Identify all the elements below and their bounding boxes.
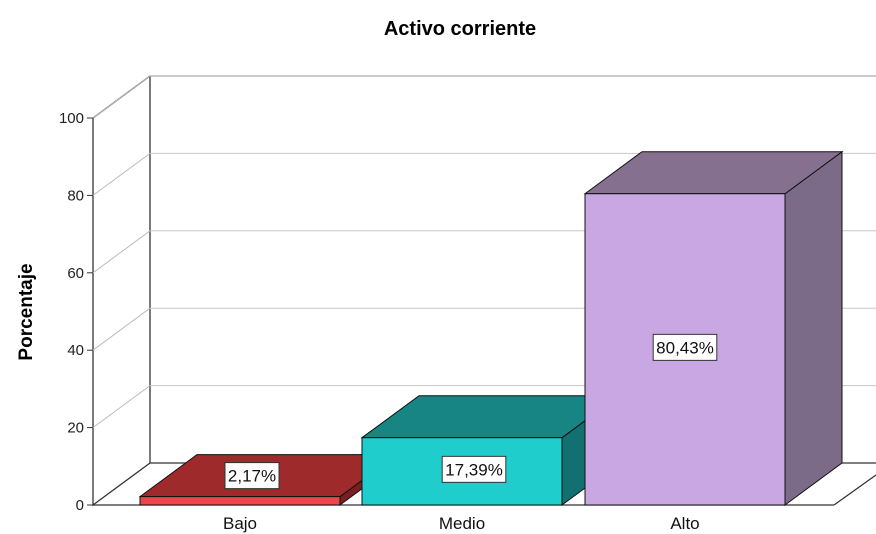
gridline-diag	[92, 385, 151, 429]
y-tick-label: 60	[67, 265, 84, 282]
gridline-diag	[92, 230, 151, 274]
y-tick-label: 80	[67, 187, 84, 204]
gridline-diag	[92, 152, 151, 196]
bars	[138, 150, 844, 506]
bar-front-face	[139, 496, 341, 506]
y-tick-label: 20	[67, 420, 84, 437]
y-axis-label: Porcentaje	[16, 263, 37, 360]
y-tick-label: 40	[67, 342, 84, 359]
category-label: Medio	[439, 514, 485, 533]
data-label-box	[441, 455, 507, 483]
floor-right-edge	[833, 474, 876, 506]
data-label-bajo: 2,17%	[224, 462, 280, 490]
y-axis-ticks: 0 20 40 60 80 100	[59, 110, 93, 514]
data-label-text: 80,43%	[656, 338, 714, 357]
bar-side-face	[784, 150, 843, 506]
data-label-medio: 17,39%	[441, 455, 507, 483]
category-label: Alto	[670, 514, 699, 533]
data-label-box	[652, 333, 718, 361]
gridline-diag	[92, 75, 151, 119]
data-label-text: 2,17%	[228, 467, 276, 486]
y-tick-label: 100	[59, 110, 84, 127]
chart-title: Activo corriente	[384, 18, 536, 40]
category-labels: Bajo Medio Alto	[223, 514, 700, 533]
bar-alto	[583, 150, 844, 506]
y-tick-label: 0	[76, 497, 84, 514]
data-label-alto: 80,43%	[652, 333, 718, 361]
category-label: Bajo	[223, 514, 257, 533]
data-labels: 2,17% 17,39% 80,43%	[224, 333, 718, 490]
bar-medio	[360, 394, 621, 506]
data-label-box	[224, 462, 280, 490]
gridline-diag	[92, 307, 151, 351]
data-label-text: 17,39%	[445, 460, 503, 479]
